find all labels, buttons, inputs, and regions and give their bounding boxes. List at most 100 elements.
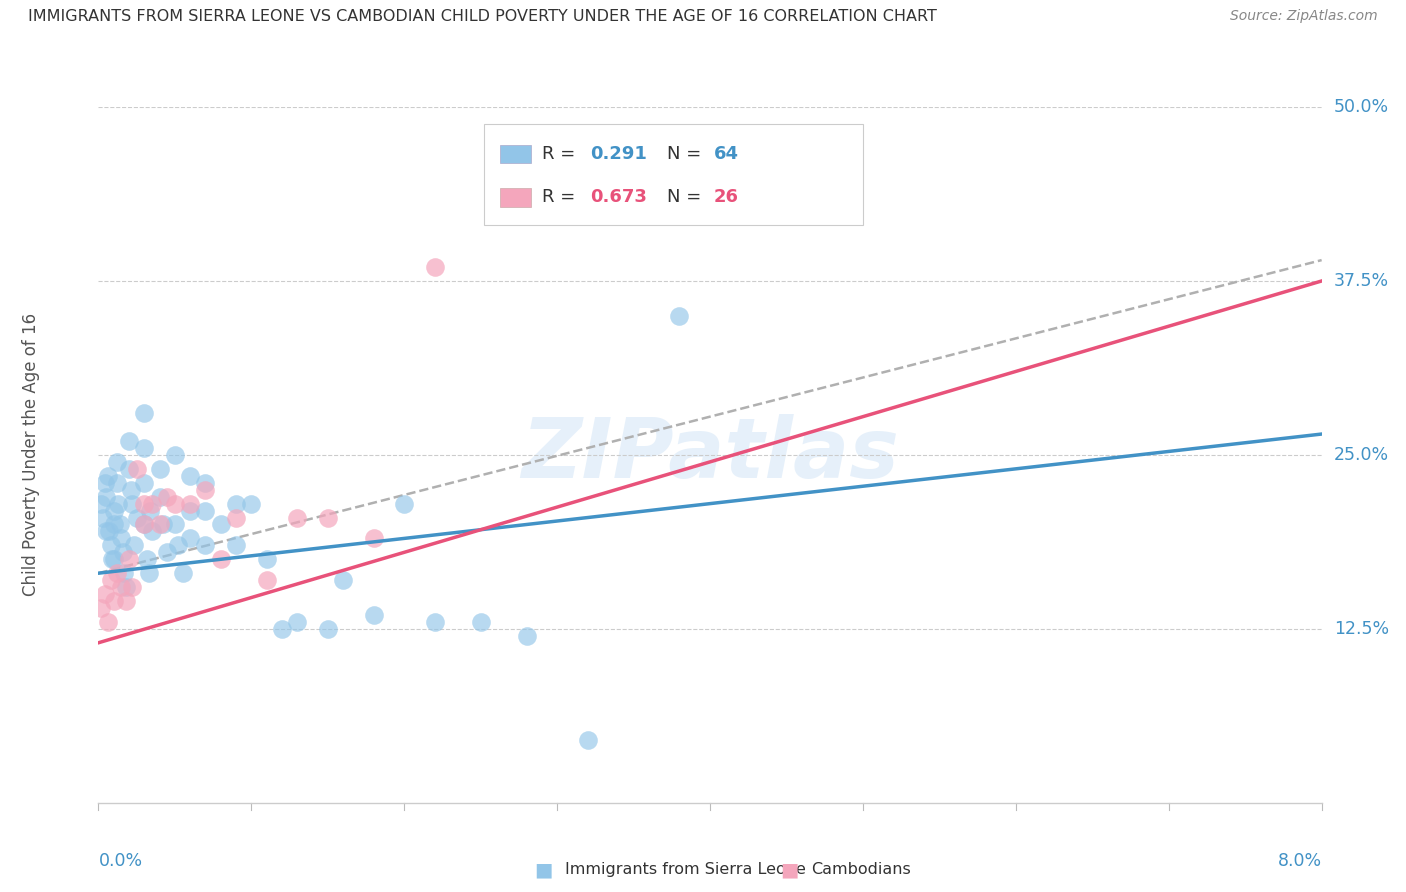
Immigrants from Sierra Leone [516, 629, 538, 643]
Immigrants from Sierra Leone [167, 538, 190, 552]
Immigrants from Sierra Leone [125, 510, 148, 524]
Immigrants from Sierra Leone [134, 441, 156, 455]
Text: 64: 64 [714, 145, 738, 163]
Cambodians [105, 566, 128, 581]
Immigrants from Sierra Leone [108, 517, 131, 532]
Cambodians [194, 483, 217, 497]
Immigrants from Sierra Leone [121, 497, 143, 511]
Immigrants from Sierra Leone [110, 532, 132, 546]
Text: 12.5%: 12.5% [1334, 620, 1389, 638]
Cambodians [225, 510, 247, 524]
Immigrants from Sierra Leone [179, 468, 201, 483]
Immigrants from Sierra Leone [156, 545, 179, 559]
Text: R =: R = [543, 145, 582, 163]
Cambodians [118, 552, 141, 566]
Immigrants from Sierra Leone [136, 552, 159, 566]
Cambodians [423, 260, 446, 274]
Immigrants from Sierra Leone [668, 309, 690, 323]
Immigrants from Sierra Leone [423, 615, 446, 629]
Immigrants from Sierra Leone [94, 524, 117, 539]
Immigrants from Sierra Leone [194, 475, 217, 490]
Text: IMMIGRANTS FROM SIERRA LEONE VS CAMBODIAN CHILD POVERTY UNDER THE AGE OF 16 CORR: IMMIGRANTS FROM SIERRA LEONE VS CAMBODIA… [28, 9, 936, 24]
Immigrants from Sierra Leone [105, 475, 128, 490]
Text: 0.291: 0.291 [591, 145, 647, 163]
Immigrants from Sierra Leone [118, 434, 141, 448]
Cambodians [115, 594, 138, 608]
Immigrants from Sierra Leone [172, 566, 194, 581]
Cambodians [256, 573, 278, 587]
Immigrants from Sierra Leone [93, 475, 115, 490]
Immigrants from Sierra Leone [112, 566, 135, 581]
Immigrants from Sierra Leone [179, 532, 201, 546]
Immigrants from Sierra Leone [91, 510, 114, 524]
Cambodians [97, 615, 120, 629]
Immigrants from Sierra Leone [270, 622, 294, 636]
Immigrants from Sierra Leone [256, 552, 278, 566]
Text: R =: R = [543, 188, 582, 206]
Immigrants from Sierra Leone [138, 566, 160, 581]
Cambodians [134, 497, 156, 511]
Immigrants from Sierra Leone [103, 517, 125, 532]
Text: Cambodians: Cambodians [811, 863, 911, 877]
Cambodians [134, 517, 156, 532]
Immigrants from Sierra Leone [240, 497, 263, 511]
Cambodians [110, 580, 132, 594]
Cambodians [100, 573, 122, 587]
Immigrants from Sierra Leone [100, 538, 122, 552]
Immigrants from Sierra Leone [134, 475, 156, 490]
Cambodians [90, 601, 112, 615]
Immigrants from Sierra Leone [576, 733, 599, 747]
Cambodians [156, 490, 179, 504]
Immigrants from Sierra Leone [122, 538, 145, 552]
Immigrants from Sierra Leone [111, 545, 134, 559]
Cambodians [179, 497, 201, 511]
Immigrants from Sierra Leone [163, 517, 186, 532]
Immigrants from Sierra Leone [363, 607, 385, 622]
Immigrants from Sierra Leone [209, 517, 232, 532]
Text: 25.0%: 25.0% [1334, 446, 1389, 464]
Immigrants from Sierra Leone [152, 517, 174, 532]
Immigrants from Sierra Leone [470, 615, 492, 629]
Immigrants from Sierra Leone [149, 462, 172, 476]
Text: Immigrants from Sierra Leone: Immigrants from Sierra Leone [565, 863, 806, 877]
Immigrants from Sierra Leone [97, 468, 120, 483]
Immigrants from Sierra Leone [163, 448, 186, 462]
Text: N =: N = [668, 188, 707, 206]
Immigrants from Sierra Leone [105, 455, 128, 469]
Cambodians [149, 517, 172, 532]
Immigrants from Sierra Leone [103, 503, 125, 517]
Cambodians [285, 510, 308, 524]
Immigrants from Sierra Leone [120, 483, 142, 497]
Text: 50.0%: 50.0% [1334, 98, 1389, 116]
Text: ZIPatlas: ZIPatlas [522, 415, 898, 495]
FancyBboxPatch shape [499, 145, 531, 163]
Immigrants from Sierra Leone [392, 497, 416, 511]
Immigrants from Sierra Leone [179, 503, 201, 517]
Immigrants from Sierra Leone [149, 490, 172, 504]
Immigrants from Sierra Leone [115, 580, 138, 594]
Immigrants from Sierra Leone [285, 615, 308, 629]
Cambodians [121, 580, 143, 594]
Text: ■: ■ [534, 860, 553, 880]
Cambodians [103, 594, 125, 608]
Immigrants from Sierra Leone [225, 538, 247, 552]
Cambodians [93, 587, 115, 601]
Cambodians [163, 497, 186, 511]
Immigrants from Sierra Leone [316, 622, 339, 636]
Immigrants from Sierra Leone [118, 462, 141, 476]
Text: Child Poverty Under the Age of 16: Child Poverty Under the Age of 16 [22, 313, 41, 597]
Cambodians [125, 462, 148, 476]
Text: 0.673: 0.673 [591, 188, 647, 206]
Text: 8.0%: 8.0% [1278, 852, 1322, 870]
Text: Source: ZipAtlas.com: Source: ZipAtlas.com [1230, 9, 1378, 23]
Immigrants from Sierra Leone [98, 524, 121, 539]
FancyBboxPatch shape [484, 124, 863, 226]
Immigrants from Sierra Leone [225, 497, 247, 511]
Immigrants from Sierra Leone [134, 406, 156, 420]
Immigrants from Sierra Leone [332, 573, 354, 587]
Cambodians [141, 497, 163, 511]
Cambodians [209, 552, 232, 566]
Immigrants from Sierra Leone [90, 497, 112, 511]
Cambodians [363, 532, 385, 546]
Cambodians [316, 510, 339, 524]
